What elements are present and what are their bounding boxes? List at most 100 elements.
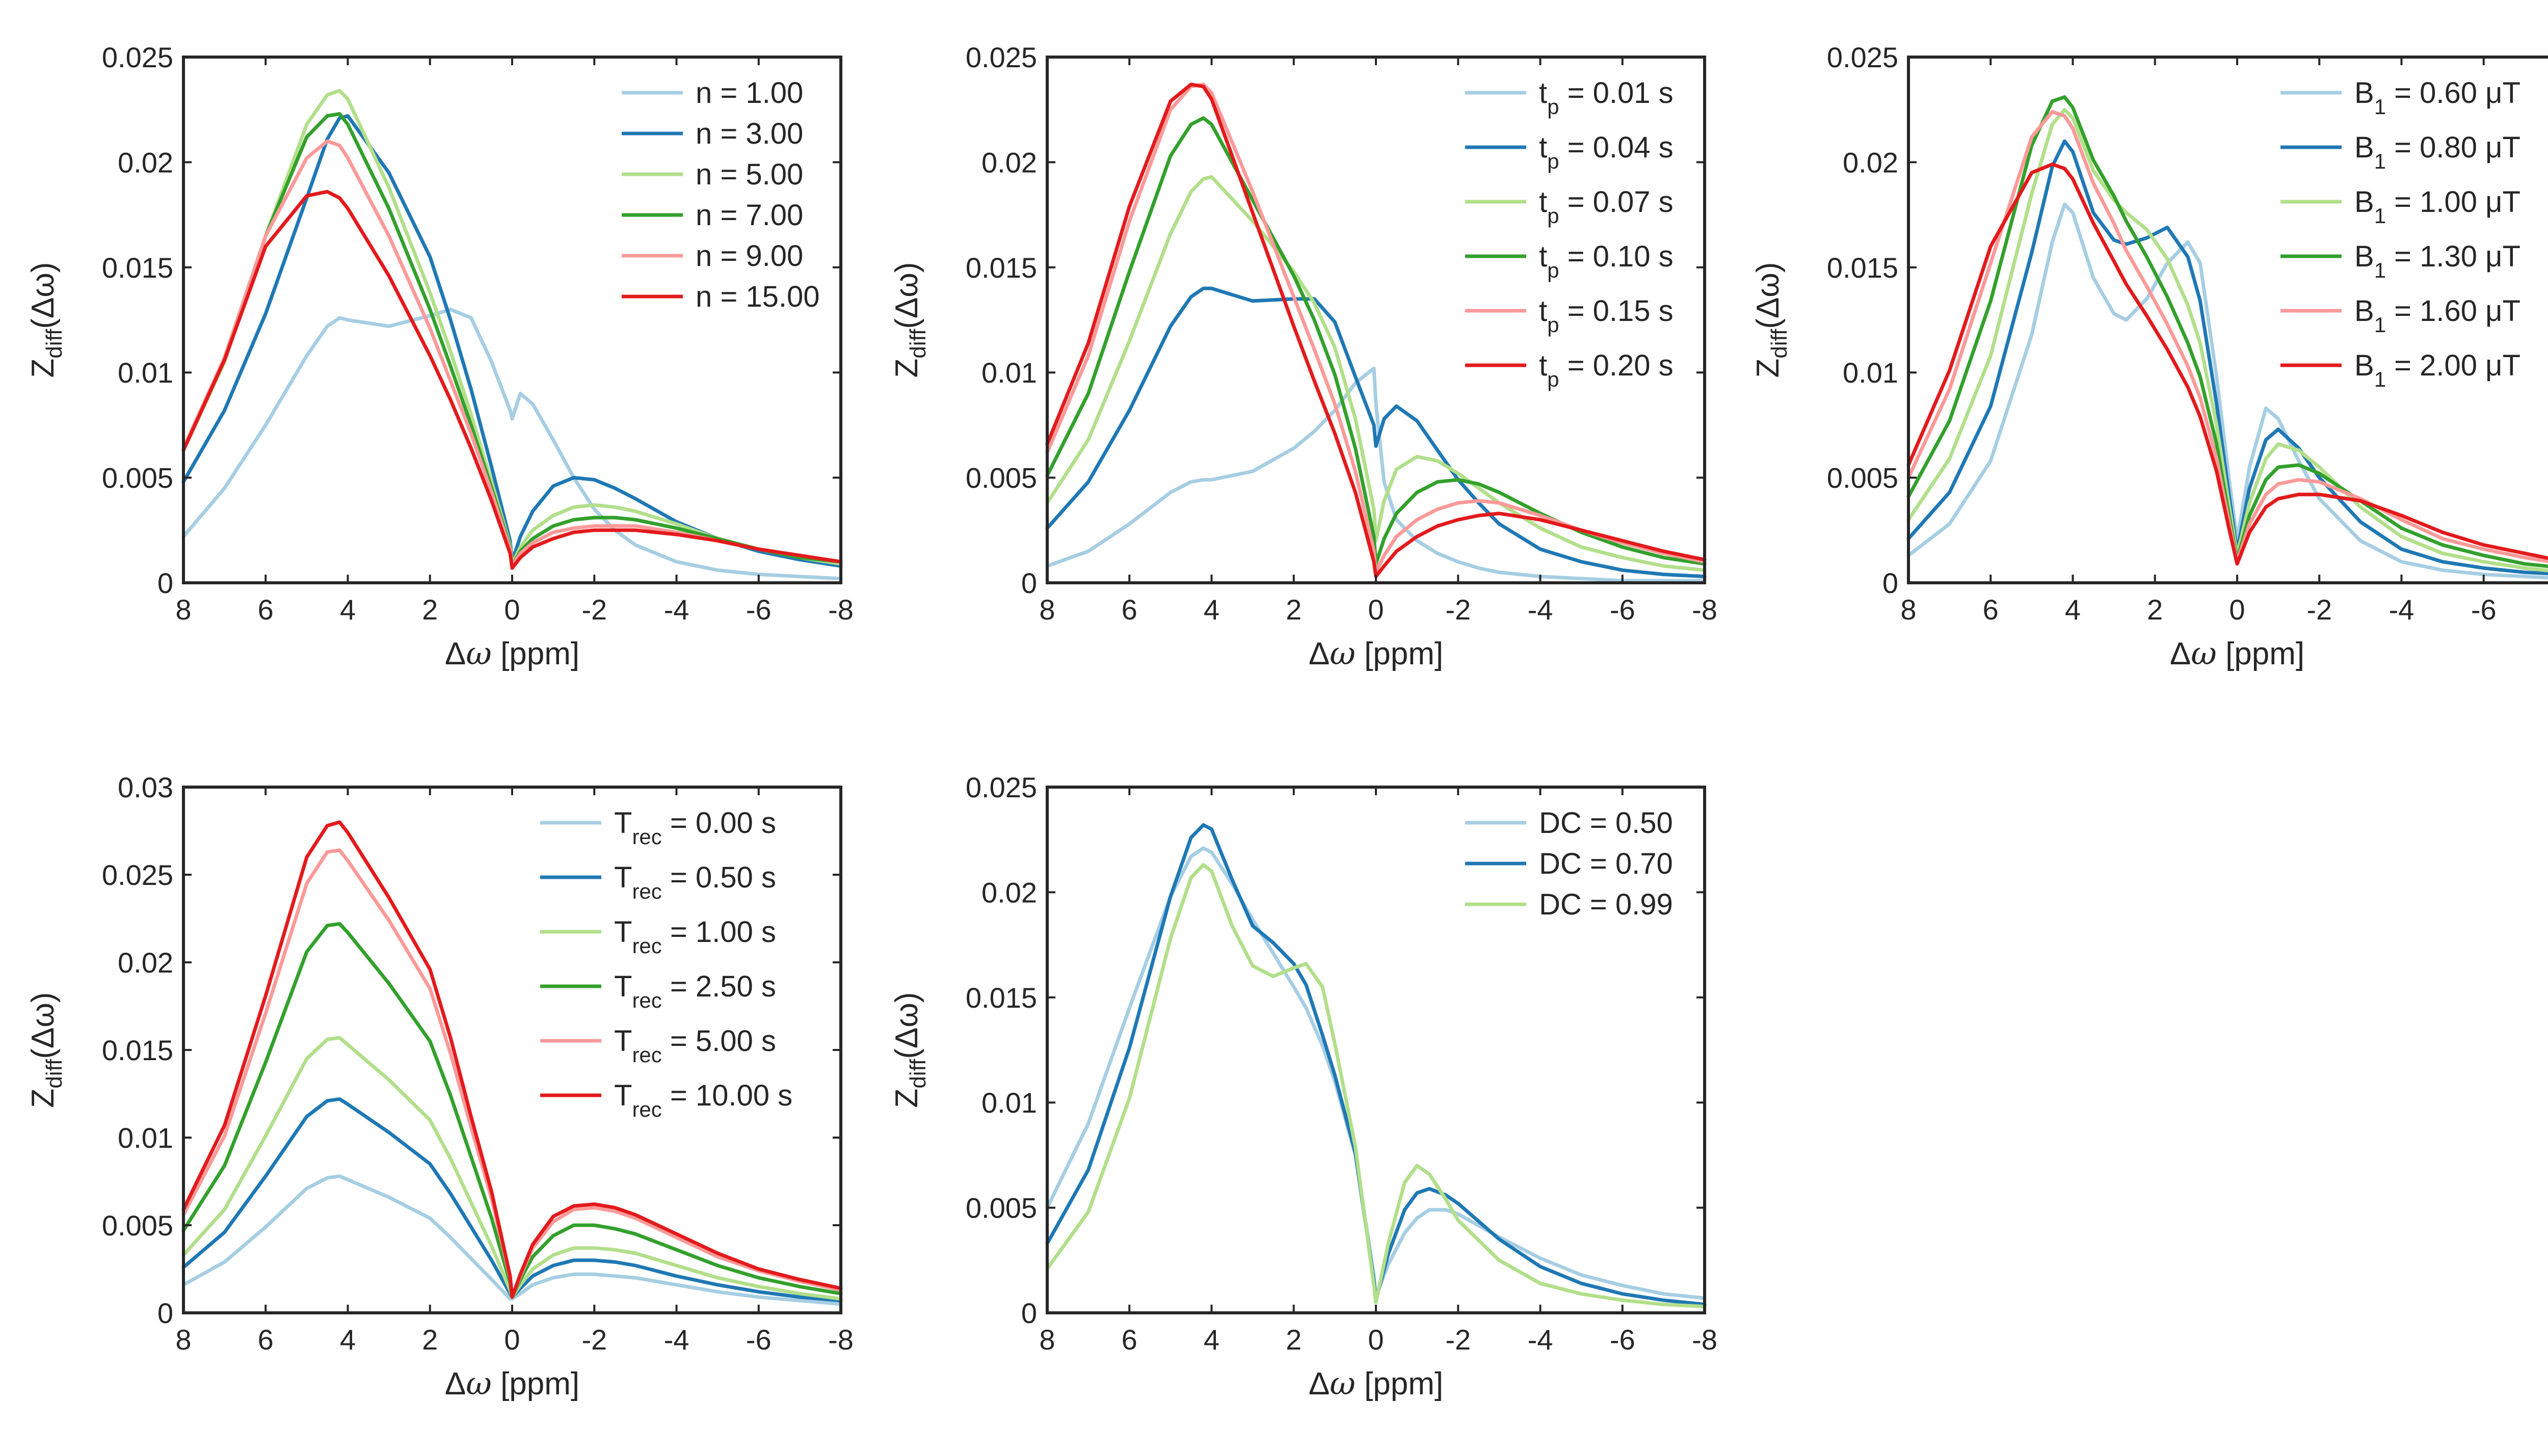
series-line-2 [1906,139,2548,576]
legend-entry: B1 = 0.60 μT [2354,76,2520,119]
legend-entry: B1 = 1.60 μT [2354,294,2520,337]
series-line-6 [1045,83,1707,579]
y-tick-label: 0 [1021,1297,1037,1329]
x-tick-label: -6 [1610,594,1635,626]
y-tick-label: 0.025 [966,41,1037,73]
legend-entry: DC = 0.50 [1539,806,1673,840]
y-tick-label: 0 [157,567,173,599]
x-tick-label: -2 [1445,1324,1471,1356]
x-tick-label: -6 [2471,594,2497,626]
legend-entry: Trec = 0.50 s [614,861,776,903]
series-line-3 [1045,175,1707,572]
y-tick-label: 0.025 [102,859,173,891]
x-axis-label: Δω [ppm] [445,635,579,672]
series-line-3 [1906,107,2548,573]
x-tick-label: 2 [2147,594,2163,626]
x-tick-label: -2 [2306,594,2332,626]
x-tick-label: -8 [828,1324,854,1356]
legend-entry: tp = 0.15 s [1539,294,1674,337]
y-tick-label: 0.02 [1843,146,1898,178]
y-tick-label: 0.01 [1843,357,1898,389]
x-tick-label: -4 [1528,1324,1553,1356]
x-tick-label: -4 [1528,594,1553,626]
series-line-3 [1045,863,1707,1309]
x-tick-label: 2 [1286,1324,1302,1356]
legend: n = 1.00 n = 3.00 n = 5.00 n = 7.00 n = 9.00… [622,76,820,313]
x-tick-label: 6 [1122,1324,1137,1356]
legend-entry: B1 = 1.30 μT [2354,240,2520,282]
series-line-1 [181,307,843,581]
legend-entry: tp = 0.07 s [1539,185,1674,228]
y-tick-label: 0.015 [102,252,173,284]
x-tick-label: 6 [1122,594,1137,626]
x-tick-label: -8 [1692,594,1717,626]
x-tick-label: 8 [1039,594,1055,626]
y-tick-label: 0.005 [1827,462,1898,494]
x-tick-label: 4 [340,594,356,626]
series-line-1 [1906,202,2548,580]
x-tick-label: -8 [828,594,854,626]
chart-panel-3: 86420-2-4-6-800.0050.010.0150.020.025Δω … [1750,41,2548,672]
x-tick-label: 8 [1039,1324,1055,1356]
y-tick-label: 0.025 [1827,41,1898,73]
x-tick-label: -4 [664,594,689,626]
legend-entry: Trec = 1.00 s [614,915,776,958]
x-tick-label: 4 [2065,594,2081,626]
series-line-6 [181,190,843,570]
x-axis-label: Δω [ppm] [2170,635,2304,672]
legend-entry: tp = 0.20 s [1539,349,1674,391]
series-line-1 [181,1174,843,1306]
y-axis-label: Zdiff(Δω) [1750,262,1792,378]
series-line-1 [1045,366,1707,583]
legend-entry: n = 15.00 [696,280,820,313]
legend: tp = 0.01 s tp = 0.04 s tp = 0.07 s tp = 0.… [1465,76,1674,391]
x-tick-label: -4 [2389,594,2414,626]
x-tick-label: 4 [1204,1324,1219,1356]
legend-entry: n = 5.00 [696,158,803,191]
series-line-6 [181,820,843,1299]
y-tick-label: 0 [1882,567,1898,599]
legend-entry: Trec = 0.00 s [614,806,776,849]
x-tick-label: 8 [175,1324,191,1356]
x-axis-label: Δω [ppm] [1309,635,1443,672]
y-axis-label: Zdiff(Δω) [25,262,67,378]
legend: B1 = 0.60 μT B1 = 0.80 μT B1 = 1.00 μT B1 =… [2280,76,2520,391]
series-line-6 [1906,163,2548,566]
x-tick-label: 0 [1368,594,1384,626]
legend-entry: DC = 0.70 [1539,847,1673,880]
x-tick-label: -6 [746,1324,772,1356]
x-tick-label: 0 [1368,1324,1384,1356]
x-tick-label: 6 [258,1324,274,1356]
y-tick-label: 0 [1021,567,1037,599]
y-tick-label: 0.005 [102,1209,173,1242]
y-tick-label: 0.015 [966,982,1037,1014]
legend-entry: tp = 0.04 s [1539,131,1674,173]
legend-entry: n = 3.00 [696,117,803,150]
y-tick-label: 0.01 [981,1087,1037,1119]
y-tick-label: 0.03 [118,771,173,803]
legend-entry: n = 9.00 [696,239,803,273]
chart-panel-5: 8 6 4 2 0 -2 -4 -6 -8 0 0.005 0.01 0.015 0.02 0.025 Δω … [889,771,1717,1402]
legend-entry: B1 = 1.00 μT [2354,185,2520,228]
x-tick-label: -4 [664,1324,689,1356]
y-tick-label: 0.02 [118,146,173,178]
series-line-4 [1045,116,1707,566]
y-tick-label: 0.025 [966,771,1037,803]
x-tick-label: 4 [1204,594,1219,626]
y-tick-label: 0.02 [981,146,1037,178]
series-line-2 [1045,286,1707,579]
legend-entry: tp = 0.10 s [1539,240,1674,282]
x-tick-label: 0 [2229,594,2245,626]
x-tick-label: 0 [504,594,520,626]
legend-entry: Trec = 10.00 s [614,1079,792,1121]
y-tick-label: 0.005 [966,1192,1037,1224]
y-tick-label: 0.005 [102,462,173,494]
x-tick-label: 6 [1983,594,1999,626]
x-tick-label: -2 [581,594,607,626]
y-tick-label: 0.02 [981,876,1037,908]
x-tick-label: -6 [1610,1324,1635,1356]
y-tick-label: 0.01 [981,357,1037,389]
legend-entry: B1 = 2.00 μT [2354,349,2520,391]
x-tick-label: -2 [1445,594,1471,626]
